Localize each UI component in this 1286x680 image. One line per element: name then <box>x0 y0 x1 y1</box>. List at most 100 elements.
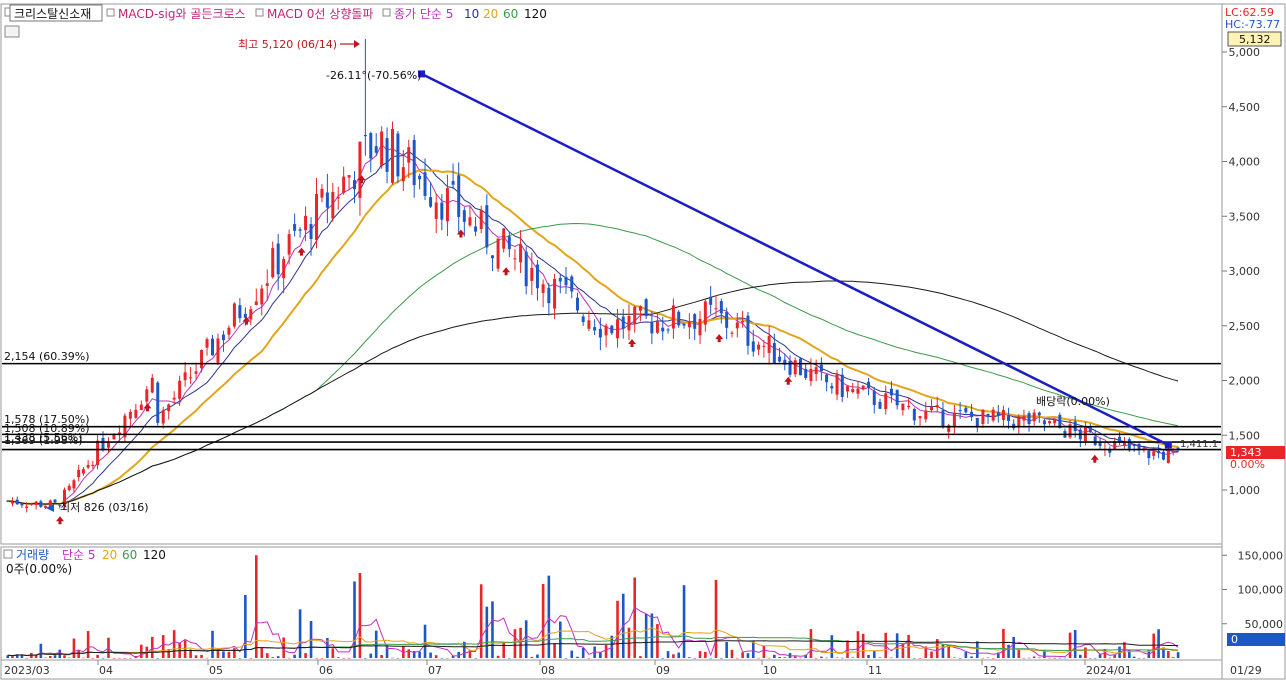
candle-body <box>952 412 956 427</box>
candle-body <box>661 327 665 332</box>
volume-bar <box>930 651 933 658</box>
time-tick-label: 2024/01 <box>1086 664 1132 677</box>
candle-body <box>271 248 275 278</box>
time-tick-label: 01/29 <box>1230 664 1262 677</box>
volume-bar <box>714 579 718 658</box>
price-tick-label: 4,500 <box>1229 101 1261 114</box>
candle-body <box>564 276 568 286</box>
volume-bar <box>101 657 105 659</box>
legend-checkbox-icon[interactable] <box>382 8 391 17</box>
candle-body <box>757 344 761 350</box>
candle-body <box>1037 412 1041 416</box>
candle-body <box>1118 436 1122 442</box>
candle-body <box>117 432 121 435</box>
candle-body <box>380 131 384 167</box>
time-tick-label: 05 <box>209 664 223 677</box>
volume-bar <box>331 648 335 658</box>
candle-body <box>912 409 916 421</box>
candle-body <box>156 382 160 423</box>
candle-body <box>293 224 297 231</box>
volume-tick-label: 150,000 <box>1238 549 1284 562</box>
volume-bar <box>778 657 781 658</box>
volume-bar <box>947 644 950 658</box>
volume-bar <box>254 555 258 658</box>
candle-body <box>598 328 602 338</box>
volume-bar <box>901 643 905 658</box>
candle-body <box>304 215 308 231</box>
volume-bar <box>82 657 85 659</box>
candle-body <box>276 243 280 275</box>
candle-body <box>6 500 10 502</box>
volume-bar <box>913 657 916 659</box>
volume-bar <box>825 657 828 659</box>
volume-bar <box>496 655 500 658</box>
volume-bar <box>536 654 539 658</box>
volume-bar <box>1038 657 1041 659</box>
trendline[interactable] <box>420 72 1169 447</box>
candle-body <box>703 301 707 325</box>
candle-body <box>1058 414 1062 428</box>
candle-body <box>1088 427 1092 433</box>
price-tick-label: 1,500 <box>1229 429 1261 442</box>
time-tick-label: 12 <box>983 664 997 677</box>
volume-bar <box>793 656 797 658</box>
volume-bar <box>704 651 707 658</box>
time-tick-label: 11 <box>868 664 882 677</box>
candle-body <box>353 180 357 190</box>
candle-body <box>541 284 545 294</box>
volume-bar <box>1032 656 1036 658</box>
legend-checkbox-icon[interactable] <box>255 8 264 17</box>
high-annotation: 최고 5,120 (06/14) <box>238 38 337 51</box>
volume-bar <box>884 632 888 658</box>
legend-ma10: 10 <box>464 7 479 21</box>
candle-body <box>930 406 934 411</box>
volume-legend-ma20: 20 <box>102 548 117 562</box>
candle-body <box>53 499 57 503</box>
volume-bar <box>451 655 455 658</box>
candle-body <box>986 414 990 417</box>
candle-body <box>407 147 411 163</box>
candle-body <box>1027 413 1031 424</box>
volume-bar <box>298 609 302 658</box>
volume-bar <box>391 657 394 659</box>
volume-bar <box>1167 651 1170 658</box>
candle-body <box>1032 412 1036 422</box>
volume-bar <box>981 657 985 659</box>
right-axis-panel <box>1221 3 1286 680</box>
volume-legend-ma60: 60 <box>122 548 137 562</box>
legend-checkbox-icon[interactable] <box>106 8 115 17</box>
candle-body <box>867 381 871 388</box>
grid-toggle-icon[interactable] <box>4 25 20 38</box>
volume-bar <box>293 654 296 658</box>
volume-bar <box>347 657 351 659</box>
candle-body <box>369 133 373 159</box>
candle-body <box>479 210 483 229</box>
volume-bar <box>547 575 551 658</box>
candle-body <box>167 404 171 412</box>
candle-body <box>474 226 478 232</box>
price-tick-label: 3,000 <box>1229 265 1261 278</box>
volume-bar <box>976 641 979 658</box>
volume-bar <box>553 642 556 658</box>
candle-body <box>468 217 472 226</box>
current-price-box <box>1227 31 1282 47</box>
candle-body <box>134 409 138 418</box>
stock-name-box[interactable] <box>9 4 103 22</box>
volume-bar <box>1098 653 1102 658</box>
volume-bar <box>767 657 771 659</box>
legend-checkbox-icon[interactable] <box>3 549 13 559</box>
candle-body <box>861 385 865 390</box>
candle-body <box>725 312 729 328</box>
candle-body <box>991 409 995 421</box>
volume-bar <box>757 657 760 659</box>
volume-bar <box>751 640 755 658</box>
trendline-handle-end[interactable] <box>1164 441 1172 449</box>
candle-body <box>20 503 24 506</box>
volume-bar <box>867 655 870 658</box>
trendline-handle-start[interactable] <box>418 70 426 78</box>
volume-bar <box>6 655 10 658</box>
volume-bar <box>238 657 242 659</box>
candle-body <box>981 409 985 425</box>
